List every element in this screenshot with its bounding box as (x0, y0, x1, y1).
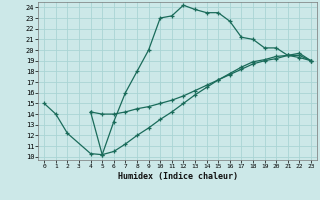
X-axis label: Humidex (Indice chaleur): Humidex (Indice chaleur) (118, 172, 238, 181)
